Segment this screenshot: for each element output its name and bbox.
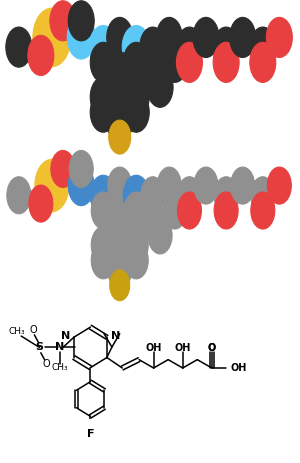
Circle shape bbox=[91, 242, 115, 279]
Circle shape bbox=[124, 192, 148, 229]
Text: alamy - EB3R56: alamy - EB3R56 bbox=[109, 446, 191, 456]
Circle shape bbox=[89, 25, 117, 69]
Circle shape bbox=[122, 25, 150, 69]
Circle shape bbox=[123, 175, 149, 215]
Circle shape bbox=[29, 185, 53, 222]
Circle shape bbox=[33, 8, 71, 67]
Circle shape bbox=[91, 226, 115, 263]
Text: O: O bbox=[208, 343, 216, 353]
Circle shape bbox=[148, 217, 172, 254]
Circle shape bbox=[250, 42, 276, 82]
Circle shape bbox=[214, 192, 238, 229]
Circle shape bbox=[156, 17, 182, 57]
Circle shape bbox=[91, 192, 115, 229]
Circle shape bbox=[140, 27, 166, 67]
Circle shape bbox=[90, 92, 116, 132]
Circle shape bbox=[214, 177, 238, 214]
Circle shape bbox=[35, 159, 69, 212]
Circle shape bbox=[213, 27, 239, 67]
Circle shape bbox=[90, 175, 116, 215]
Circle shape bbox=[140, 52, 166, 92]
Circle shape bbox=[162, 42, 188, 82]
Circle shape bbox=[213, 42, 239, 82]
Circle shape bbox=[141, 202, 165, 239]
Circle shape bbox=[250, 27, 276, 67]
Circle shape bbox=[157, 167, 181, 204]
Circle shape bbox=[107, 17, 133, 57]
Circle shape bbox=[68, 165, 94, 206]
Circle shape bbox=[123, 42, 149, 82]
Circle shape bbox=[123, 92, 149, 132]
Circle shape bbox=[176, 42, 202, 82]
Text: N: N bbox=[55, 343, 64, 352]
Circle shape bbox=[231, 167, 255, 204]
Circle shape bbox=[90, 77, 116, 117]
Text: O: O bbox=[208, 343, 216, 353]
Circle shape bbox=[177, 177, 201, 214]
Circle shape bbox=[123, 77, 149, 117]
Circle shape bbox=[107, 52, 133, 92]
Circle shape bbox=[230, 17, 256, 57]
Circle shape bbox=[6, 27, 32, 67]
Circle shape bbox=[7, 177, 31, 214]
Text: O: O bbox=[29, 325, 37, 335]
Text: N: N bbox=[111, 331, 120, 341]
Circle shape bbox=[69, 150, 93, 188]
Circle shape bbox=[108, 167, 132, 204]
Circle shape bbox=[124, 242, 148, 279]
Text: F: F bbox=[87, 429, 94, 438]
Circle shape bbox=[28, 35, 54, 75]
Circle shape bbox=[177, 192, 201, 229]
Circle shape bbox=[108, 217, 132, 254]
Text: OH: OH bbox=[175, 343, 191, 353]
Circle shape bbox=[67, 16, 95, 59]
Text: S: S bbox=[35, 343, 44, 352]
Text: O: O bbox=[42, 359, 50, 369]
Circle shape bbox=[51, 150, 75, 188]
Circle shape bbox=[108, 251, 132, 288]
Circle shape bbox=[267, 167, 291, 204]
Circle shape bbox=[50, 1, 76, 41]
Text: OH: OH bbox=[146, 343, 162, 353]
Circle shape bbox=[108, 202, 132, 239]
Circle shape bbox=[147, 67, 173, 107]
Circle shape bbox=[124, 226, 148, 263]
Circle shape bbox=[110, 270, 130, 300]
Circle shape bbox=[68, 1, 94, 41]
Circle shape bbox=[176, 27, 202, 67]
Text: N: N bbox=[61, 331, 70, 341]
Circle shape bbox=[107, 102, 133, 142]
Circle shape bbox=[163, 192, 187, 229]
Text: CH₃: CH₃ bbox=[51, 363, 68, 372]
Circle shape bbox=[90, 42, 116, 82]
Circle shape bbox=[251, 177, 275, 214]
Text: CH₃: CH₃ bbox=[8, 327, 25, 337]
Circle shape bbox=[107, 67, 133, 107]
Circle shape bbox=[193, 17, 219, 57]
Circle shape bbox=[141, 177, 165, 214]
Text: OH: OH bbox=[231, 363, 247, 373]
Circle shape bbox=[194, 167, 218, 204]
Circle shape bbox=[251, 192, 275, 229]
Circle shape bbox=[109, 120, 131, 154]
Circle shape bbox=[266, 17, 292, 57]
